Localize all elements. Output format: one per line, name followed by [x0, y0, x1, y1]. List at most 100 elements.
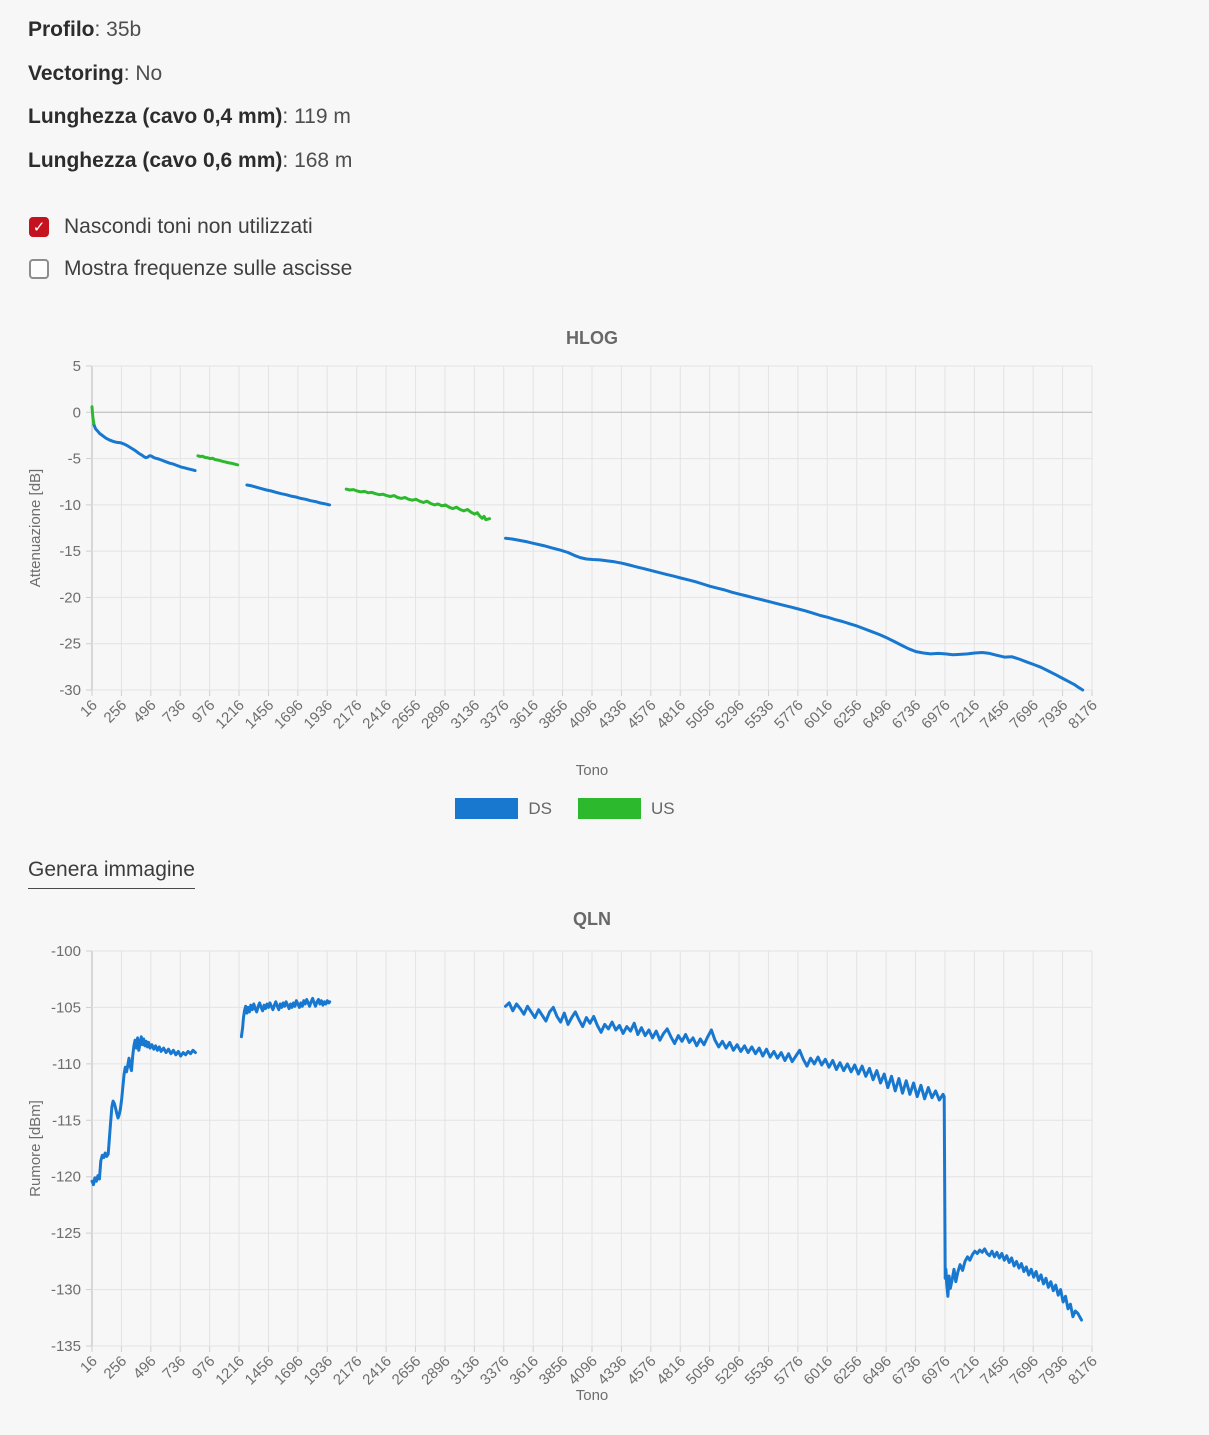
- svg-text:-115: -115: [52, 1112, 81, 1129]
- svg-text:6016: 6016: [801, 697, 837, 733]
- svg-text:1936: 1936: [301, 1353, 337, 1389]
- info-vectoring: Vectoring: No: [28, 61, 163, 85]
- svg-text:3376: 3376: [477, 697, 513, 733]
- ds-legend-label: DS: [528, 798, 552, 818]
- svg-text:7216: 7216: [948, 697, 984, 733]
- svg-text:1456: 1456: [242, 697, 278, 733]
- generate-image-link[interactable]: Genera immagine: [28, 858, 195, 889]
- svg-text:Rumore [dBm]: Rumore [dBm]: [27, 1100, 44, 1197]
- svg-text:5296: 5296: [712, 1353, 748, 1389]
- svg-text:256: 256: [101, 697, 131, 727]
- svg-text:1696: 1696: [271, 1353, 307, 1389]
- svg-text:6016: 6016: [801, 1353, 837, 1389]
- svg-text:-100: -100: [51, 943, 81, 960]
- svg-text:6736: 6736: [889, 1353, 925, 1389]
- svg-text:-10: -10: [59, 497, 81, 514]
- svg-text:2656: 2656: [389, 1353, 425, 1389]
- svg-text:4336: 4336: [595, 697, 631, 733]
- svg-text:QLN: QLN: [573, 909, 611, 929]
- hide-unused-tones-checkbox[interactable]: ✓: [29, 217, 49, 237]
- svg-text:6976: 6976: [918, 1353, 954, 1389]
- svg-text:5056: 5056: [683, 1353, 719, 1389]
- svg-text:4336: 4336: [595, 1353, 631, 1389]
- svg-text:7216: 7216: [948, 1353, 984, 1389]
- svg-text:5056: 5056: [683, 697, 719, 733]
- svg-text:-135: -135: [51, 1338, 81, 1355]
- svg-text:3136: 3136: [448, 1353, 484, 1389]
- svg-text:-110: -110: [52, 1056, 81, 1073]
- svg-text:-130: -130: [51, 1282, 81, 1299]
- legend-item-us[interactable]: US: [578, 798, 675, 819]
- us-legend-label: US: [651, 798, 675, 818]
- svg-text:8176: 8176: [1065, 697, 1101, 733]
- svg-text:-125: -125: [51, 1225, 81, 1242]
- svg-text:256: 256: [101, 1353, 131, 1383]
- svg-text:-5: -5: [68, 451, 81, 468]
- svg-text:-105: -105: [51, 999, 81, 1016]
- hlog-chart: 16 256 496 736 97612161456169619362176241626…: [27, 328, 1101, 779]
- svg-text:5776: 5776: [771, 1353, 807, 1389]
- show-frequencies-row[interactable]: Mostra frequenze sulle ascisse: [29, 248, 352, 290]
- info-vectoring-label: Vectoring: [28, 61, 124, 85]
- svg-text:16: 16: [77, 697, 101, 721]
- svg-text:5536: 5536: [742, 697, 778, 733]
- svg-text:1216: 1216: [212, 697, 248, 733]
- svg-text:-25: -25: [59, 636, 81, 653]
- svg-text:6256: 6256: [830, 697, 866, 733]
- svg-text:5296: 5296: [712, 697, 748, 733]
- svg-text:4816: 4816: [653, 697, 689, 733]
- svg-text:3616: 3616: [506, 697, 542, 733]
- svg-text:2176: 2176: [330, 1353, 366, 1389]
- svg-text:5536: 5536: [742, 1353, 778, 1389]
- info-lunghezza-04-value: 119 m: [294, 105, 351, 128]
- svg-text:736: 736: [159, 1353, 189, 1383]
- svg-text:6496: 6496: [859, 697, 895, 733]
- svg-text:7936: 7936: [1036, 697, 1072, 733]
- svg-text:4576: 4576: [624, 1353, 660, 1389]
- svg-text:7696: 7696: [1006, 697, 1042, 733]
- info-profilo: Profilo: 35b: [28, 18, 142, 41]
- svg-text:6256: 6256: [830, 1353, 866, 1389]
- svg-text:Tono: Tono: [576, 762, 609, 779]
- svg-text:1216: 1216: [212, 1353, 248, 1389]
- svg-text:2896: 2896: [418, 697, 454, 733]
- info-vectoring-value: No: [135, 61, 163, 85]
- qln-chart: 16 256 496 736 97612161456169619362176241626…: [27, 909, 1101, 1404]
- svg-text:5: 5: [73, 358, 81, 375]
- svg-text:-20: -20: [59, 589, 81, 606]
- info-lunghezza-06-value: 168 m: [294, 148, 353, 172]
- svg-text:6496: 6496: [859, 1353, 895, 1389]
- info-lunghezza-06: Lunghezza (cavo 0,6 mm): 168 m: [28, 148, 353, 172]
- show-frequencies-label[interactable]: Mostra frequenze sulle ascisse: [64, 257, 353, 280]
- info-lunghezza-04: Lunghezza (cavo 0,4 mm): 119 m: [28, 105, 351, 128]
- svg-text:3616: 3616: [506, 1353, 542, 1389]
- svg-text:2176: 2176: [330, 697, 366, 733]
- svg-text:HLOG: HLOG: [566, 328, 618, 348]
- svg-text:496: 496: [130, 1353, 160, 1383]
- svg-text:2656: 2656: [389, 697, 425, 733]
- svg-text:3136: 3136: [448, 697, 484, 733]
- svg-text:3856: 3856: [536, 697, 572, 733]
- svg-text:7456: 7456: [977, 697, 1013, 733]
- svg-text:16: 16: [77, 1353, 101, 1377]
- svg-text:7456: 7456: [977, 1353, 1013, 1389]
- svg-text:-120: -120: [51, 1169, 81, 1186]
- info-lunghezza-06-label: Lunghezza (cavo 0,6 mm): [28, 148, 283, 172]
- svg-text:1456: 1456: [242, 1353, 278, 1389]
- svg-text:-30: -30: [59, 682, 81, 699]
- svg-text:6736: 6736: [889, 697, 925, 733]
- svg-text:7696: 7696: [1006, 1353, 1042, 1389]
- hide-unused-tones-row[interactable]: ✓ Nascondi toni non utilizzati: [29, 206, 352, 248]
- hide-unused-tones-label[interactable]: Nascondi toni non utilizzati: [64, 215, 313, 238]
- svg-text:-15: -15: [59, 543, 81, 560]
- info-lunghezza-04-label: Lunghezza (cavo 0,4 mm): [28, 105, 283, 128]
- svg-text:2896: 2896: [418, 1353, 454, 1389]
- svg-text:4816: 4816: [653, 1353, 689, 1389]
- show-frequencies-checkbox[interactable]: [29, 259, 49, 279]
- legend-item-ds[interactable]: DS: [455, 798, 552, 819]
- svg-text:4096: 4096: [565, 697, 601, 733]
- svg-text:1936: 1936: [301, 697, 337, 733]
- svg-text:5776: 5776: [771, 697, 807, 733]
- svg-text:8176: 8176: [1065, 1353, 1101, 1389]
